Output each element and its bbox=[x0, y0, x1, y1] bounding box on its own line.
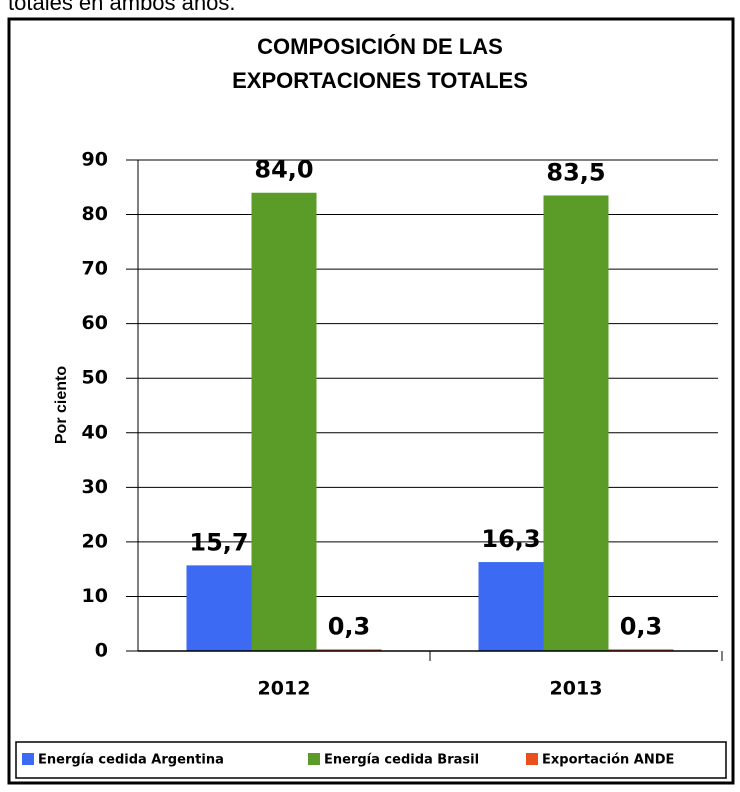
bar bbox=[251, 192, 317, 651]
y-tick-label: 30 bbox=[82, 476, 108, 498]
data-label: 84,0 bbox=[254, 156, 313, 184]
y-tick-label: 80 bbox=[82, 203, 108, 225]
data-label: 16,3 bbox=[481, 525, 540, 553]
legend-label: Energía cedida Argentina bbox=[38, 753, 224, 768]
y-tick-label: 10 bbox=[82, 585, 108, 607]
data-label: 0,3 bbox=[328, 612, 371, 640]
legend-swatch bbox=[308, 753, 320, 765]
bar bbox=[608, 649, 674, 651]
y-axis-label: Por ciento bbox=[53, 366, 70, 444]
y-tick-label: 0 bbox=[95, 640, 108, 662]
chart-title: COMPOSICIÓN DE LAS bbox=[257, 34, 503, 59]
y-tick-label: 60 bbox=[82, 312, 108, 334]
bar bbox=[316, 649, 382, 651]
bar bbox=[478, 562, 544, 651]
legend-swatch bbox=[22, 753, 34, 765]
caption: totales en ambos años. bbox=[8, 0, 235, 15]
y-tick-label: 90 bbox=[82, 149, 108, 171]
bar bbox=[543, 195, 609, 651]
bar bbox=[186, 565, 252, 651]
data-label: 83,5 bbox=[546, 158, 605, 186]
y-tick-label: 40 bbox=[82, 421, 108, 443]
chart-frame bbox=[7, 17, 735, 785]
x-tick-label: 2012 bbox=[258, 678, 311, 700]
y-tick-label: 50 bbox=[82, 367, 108, 389]
data-label: 0,3 bbox=[620, 612, 663, 640]
y-tick-label: 20 bbox=[82, 530, 108, 552]
legend-label: Exportación ANDE bbox=[542, 753, 674, 768]
legend-swatch bbox=[526, 753, 538, 765]
chart-title: EXPORTACIONES TOTALES bbox=[232, 68, 528, 93]
legend-box bbox=[15, 741, 727, 779]
y-tick-label: 70 bbox=[82, 258, 108, 280]
data-label: 15,7 bbox=[189, 528, 248, 556]
legend-label: Energía cedida Brasil bbox=[324, 753, 479, 768]
x-tick-label: 2013 bbox=[550, 678, 603, 700]
